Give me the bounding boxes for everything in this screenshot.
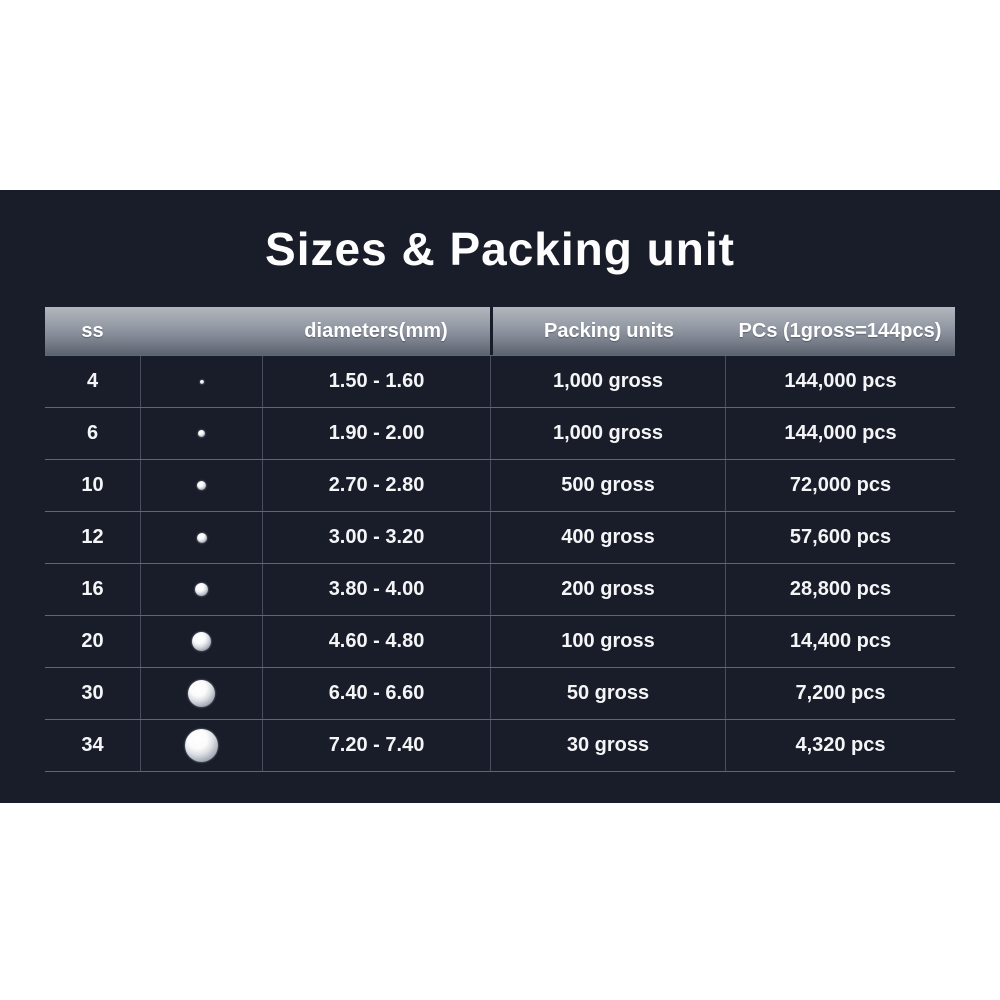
dark-panel (0, 190, 1000, 803)
pcs-value: 4,320 pcs (725, 720, 955, 771)
rhinestone-icon (195, 583, 208, 596)
diameters-value: 4.60 - 4.80 (262, 616, 490, 667)
header-stone (140, 307, 262, 355)
table-row: 12 3.00 - 3.20 400 gross 57,600 pcs (45, 512, 955, 564)
pcs-value: 57,600 pcs (725, 512, 955, 563)
packing-units-value: 200 gross (490, 564, 725, 615)
header-ss: ss (81, 319, 104, 342)
rhinestone-icon (196, 532, 207, 543)
table-row: 16 3.80 - 4.00 200 gross 28,800 pcs (45, 564, 955, 616)
ss-value: 34 (81, 734, 104, 756)
packing-units-value: 1,000 gross (490, 408, 725, 459)
stone-cell (140, 564, 262, 615)
packing-units-value: 100 gross (490, 616, 725, 667)
sizes-packing-table: ss diameters(mm) Packing units PCs (1gro… (45, 307, 955, 772)
ss-value: 30 (81, 682, 104, 704)
ss-value: 20 (81, 630, 104, 652)
stone-cell (140, 720, 262, 771)
packing-units-value: 30 gross (490, 720, 725, 771)
diameters-value: 7.20 - 7.40 (262, 720, 490, 771)
diameters-value: 3.00 - 3.20 (262, 512, 490, 563)
packing-units-value: 1,000 gross (490, 356, 725, 407)
ss-value: 6 (86, 422, 99, 444)
pcs-value: 14,400 pcs (725, 616, 955, 667)
packing-units-value: 50 gross (490, 668, 725, 719)
pcs-value: 72,000 pcs (725, 460, 955, 511)
table-header-row: ss diameters(mm) Packing units PCs (1gro… (45, 307, 955, 355)
header-pcs: PCs (1gross=144pcs) (738, 319, 942, 342)
diameters-value: 6.40 - 6.60 (262, 668, 490, 719)
table-body: 4 1.50 - 1.60 1,000 gross 144,000 pcs 6 … (45, 355, 955, 772)
stone-cell (140, 460, 262, 511)
stone-cell (140, 616, 262, 667)
packing-units-value: 500 gross (490, 460, 725, 511)
rhinestone-icon (192, 632, 211, 651)
pcs-value: 144,000 pcs (725, 356, 955, 407)
packing-units-value: 400 gross (490, 512, 725, 563)
table-row: 34 7.20 - 7.40 30 gross 4,320 pcs (45, 720, 955, 772)
stone-cell (140, 512, 262, 563)
table-row: 20 4.60 - 4.80 100 gross 14,400 pcs (45, 616, 955, 668)
ss-value: 4 (86, 370, 99, 392)
rhinestone-icon (199, 379, 204, 384)
ss-value: 16 (81, 578, 104, 600)
rhinestone-icon (198, 430, 205, 437)
diameters-value: 2.70 - 2.80 (262, 460, 490, 511)
pcs-value: 144,000 pcs (725, 408, 955, 459)
page-title: Sizes & Packing unit (265, 223, 735, 275)
diameters-value: 1.50 - 1.60 (262, 356, 490, 407)
rhinestone-icon (185, 729, 218, 762)
table-row: 10 2.70 - 2.80 500 gross 72,000 pcs (45, 460, 955, 512)
header-diameters: diameters(mm) (304, 319, 448, 342)
table-row: 6 1.90 - 2.00 1,000 gross 144,000 pcs (45, 408, 955, 460)
stone-cell (140, 408, 262, 459)
rhinestone-icon (188, 680, 215, 707)
table-row: 30 6.40 - 6.60 50 gross 7,200 pcs (45, 668, 955, 720)
stone-cell (140, 668, 262, 719)
rhinestone-icon (197, 481, 206, 490)
stone-cell (140, 356, 262, 407)
header-packing-units: Packing units (490, 307, 725, 355)
diameters-value: 3.80 - 4.00 (262, 564, 490, 615)
table-row: 4 1.50 - 1.60 1,000 gross 144,000 pcs (45, 356, 955, 408)
pcs-value: 7,200 pcs (725, 668, 955, 719)
pcs-value: 28,800 pcs (725, 564, 955, 615)
diameters-value: 1.90 - 2.00 (262, 408, 490, 459)
ss-value: 12 (81, 526, 104, 548)
ss-value: 10 (81, 474, 104, 496)
